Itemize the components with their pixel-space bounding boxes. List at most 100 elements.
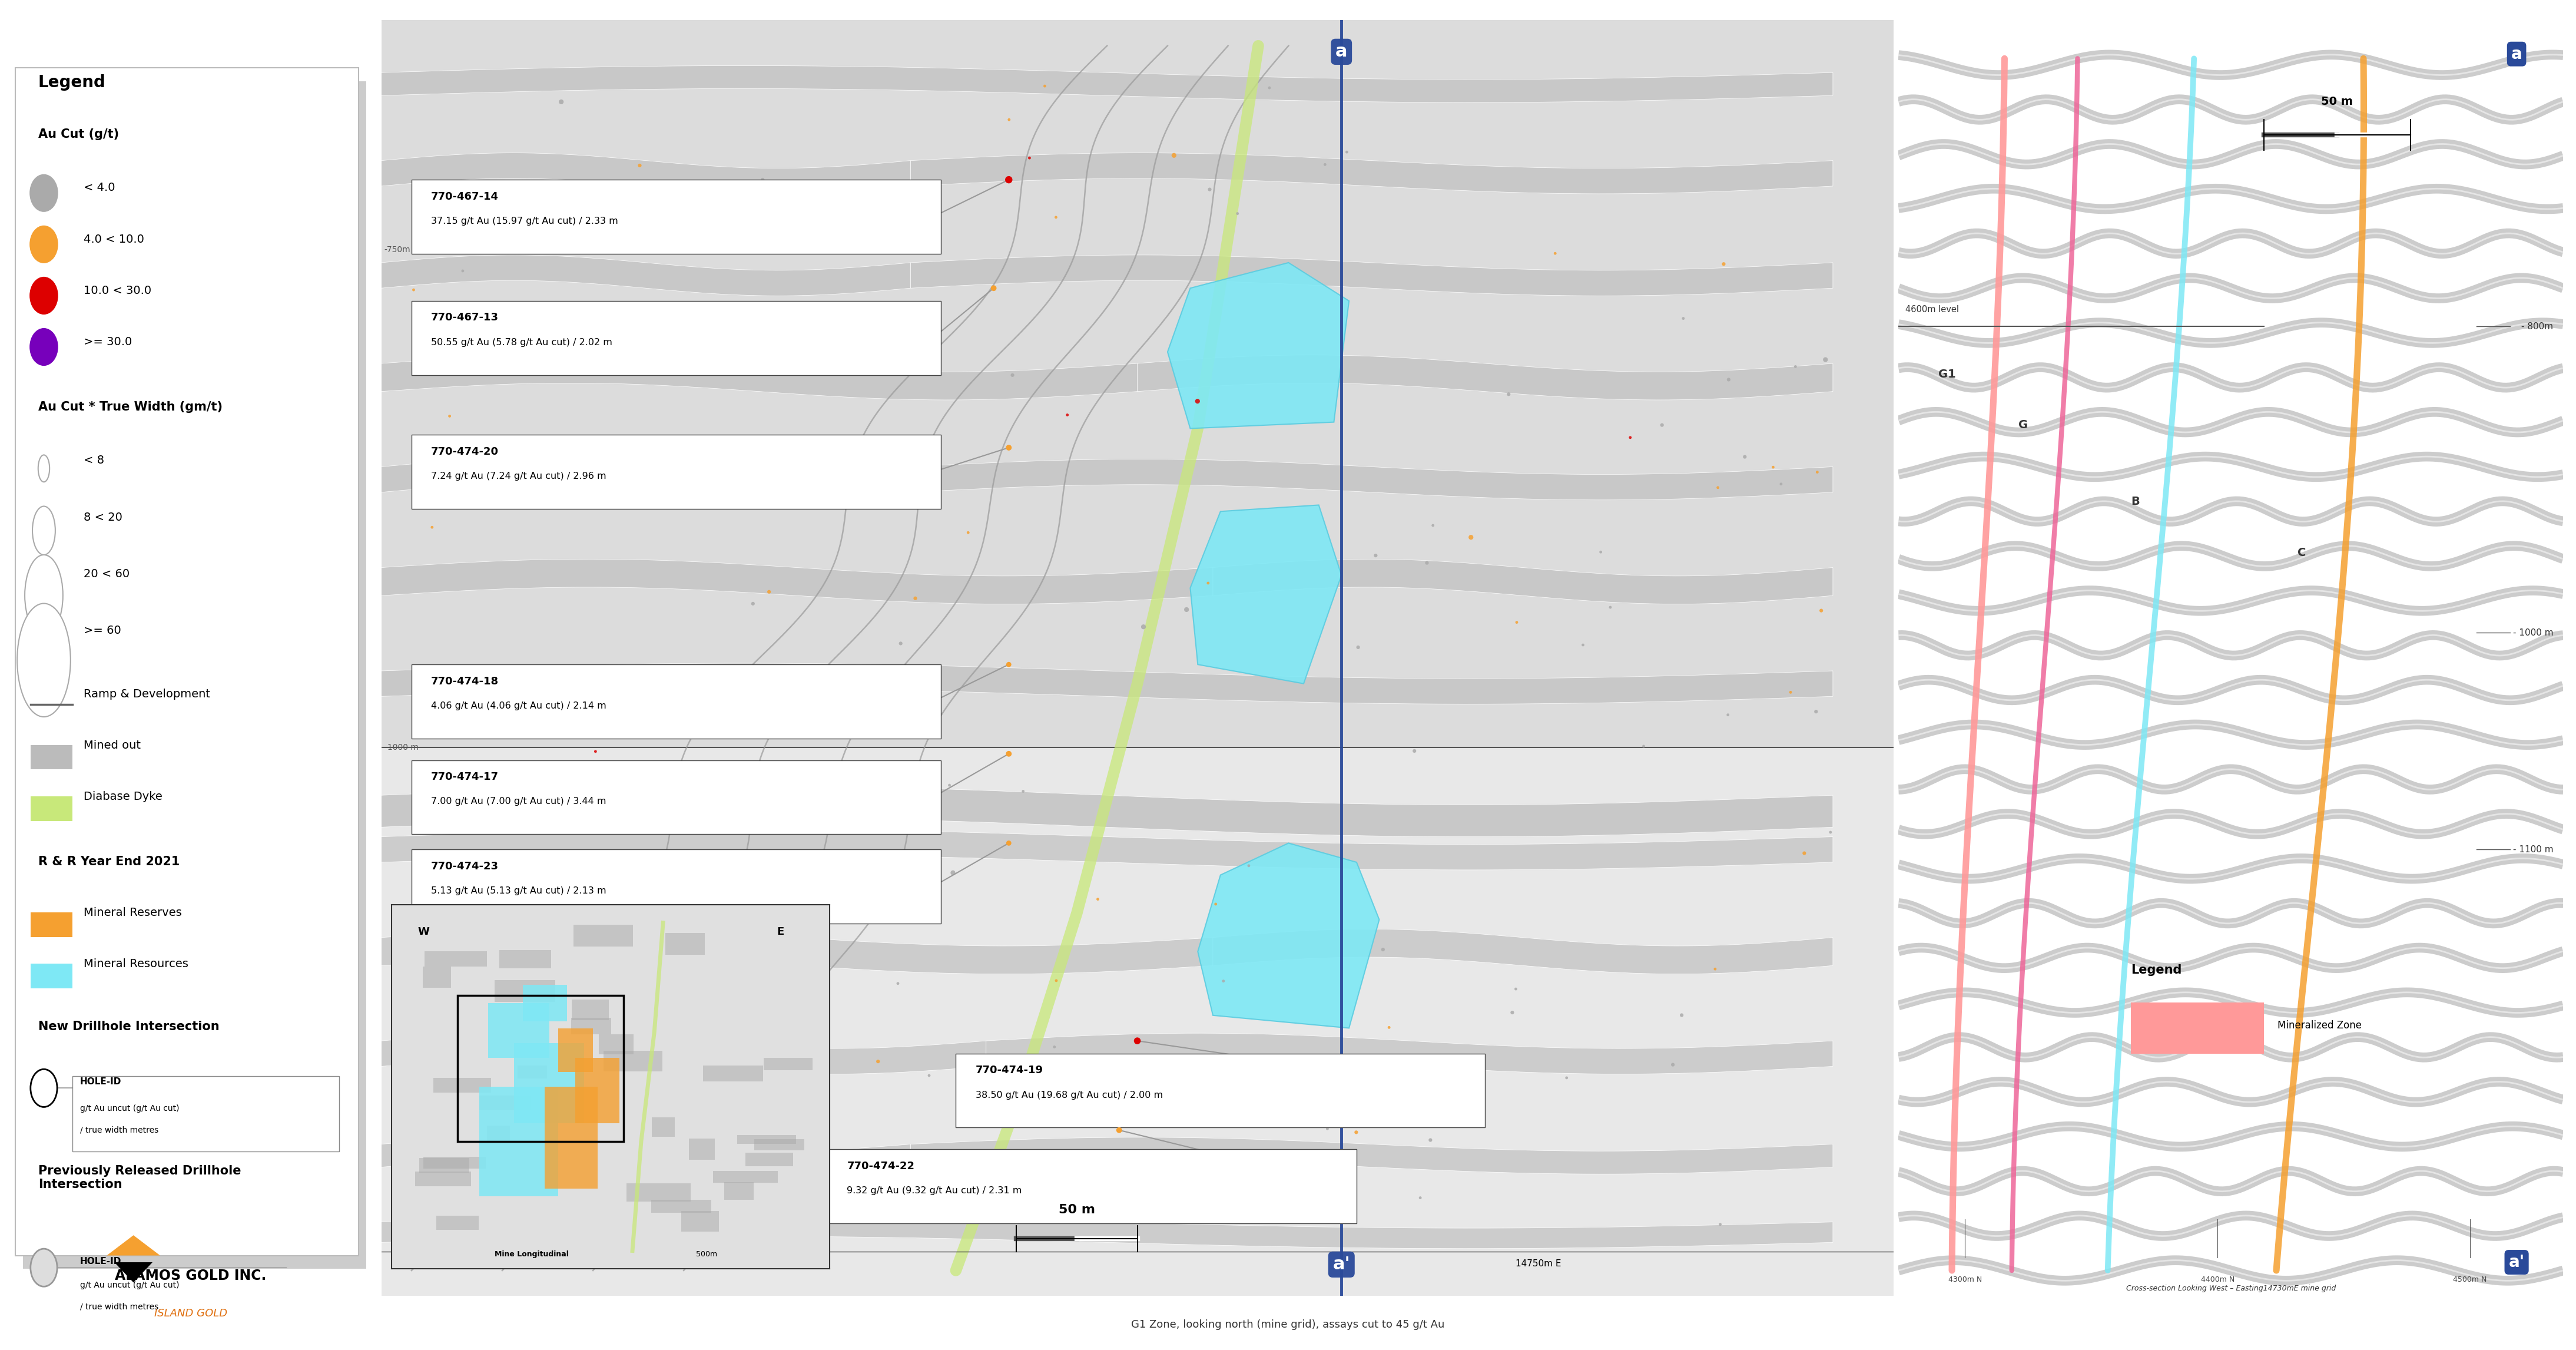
Text: Au Cut * True Width (gm/t): Au Cut * True Width (gm/t) — [39, 401, 222, 413]
Point — [595, 316, 636, 338]
Point — [750, 580, 791, 602]
Text: 8 < 20: 8 < 20 — [85, 512, 124, 522]
Bar — [435, 1216, 479, 1230]
Ellipse shape — [26, 555, 62, 636]
Point — [1752, 456, 1793, 478]
Bar — [744, 1153, 793, 1166]
Text: a': a' — [1332, 1256, 1350, 1273]
FancyBboxPatch shape — [422, 446, 938, 506]
Point — [1806, 348, 1847, 370]
Bar — [737, 1135, 796, 1143]
Text: - 1000 m: - 1000 m — [2512, 628, 2553, 637]
Point — [474, 1099, 515, 1120]
Point — [618, 155, 659, 177]
Point — [600, 425, 641, 447]
Point — [1623, 736, 1664, 757]
Bar — [515, 1044, 585, 1123]
Text: 50.55 g/t Au (5.78 g/t Au cut) / 2.02 m: 50.55 g/t Au (5.78 g/t Au cut) / 2.02 m — [430, 338, 613, 347]
Point — [1399, 1187, 1440, 1208]
Text: Mineral Resources: Mineral Resources — [85, 958, 188, 969]
Text: >= 30.0: >= 30.0 — [85, 336, 131, 347]
Point — [1723, 446, 1765, 467]
Text: Au Cut (g/t): Au Cut (g/t) — [39, 128, 118, 140]
Text: 770-474-19: 770-474-19 — [976, 1065, 1043, 1076]
Point — [974, 277, 1015, 298]
Polygon shape — [909, 1137, 1834, 1175]
Point — [1033, 1037, 1074, 1058]
Point — [585, 960, 626, 981]
Bar — [762, 1058, 811, 1071]
Bar — [665, 933, 706, 954]
Point — [933, 861, 974, 883]
FancyBboxPatch shape — [15, 68, 358, 1256]
Text: g/t Au uncut (g/t Au cut): g/t Au uncut (g/t Au cut) — [80, 1281, 180, 1289]
Point — [1131, 1088, 1172, 1110]
Polygon shape — [381, 66, 1834, 103]
Point — [757, 1108, 799, 1130]
FancyBboxPatch shape — [412, 435, 940, 509]
Text: G: G — [2017, 420, 2027, 431]
Ellipse shape — [33, 506, 54, 555]
Point — [1700, 1214, 1741, 1235]
Point — [1492, 1002, 1533, 1023]
Text: 4.0 < 10.0: 4.0 < 10.0 — [85, 234, 144, 244]
Text: R & R Year End 2021: R & R Year End 2021 — [39, 856, 180, 868]
Text: 4300m N: 4300m N — [1947, 1276, 1981, 1284]
Point — [1708, 705, 1749, 726]
Text: 770-474-18: 770-474-18 — [430, 676, 500, 687]
Text: a: a — [2512, 46, 2522, 62]
Point — [1801, 599, 1842, 621]
Bar — [546, 1087, 598, 1189]
Text: G1 Zone, looking north (mine grid), assays cut to 45 g/t Au: G1 Zone, looking north (mine grid), assa… — [1131, 1319, 1445, 1330]
Point — [989, 109, 1030, 131]
Text: 5.13 g/t Au (5.13 g/t Au cut) / 2.13 m: 5.13 g/t Au (5.13 g/t Au cut) / 2.13 m — [430, 887, 605, 895]
Polygon shape — [381, 255, 909, 296]
Point — [1535, 243, 1577, 265]
Text: >= 60: >= 60 — [85, 625, 121, 636]
Point — [1123, 616, 1164, 637]
Point — [1497, 612, 1538, 633]
Bar — [422, 967, 451, 988]
Text: 500m: 500m — [696, 1250, 719, 1258]
Point — [1327, 142, 1368, 163]
Polygon shape — [381, 786, 1834, 837]
Point — [992, 365, 1033, 386]
Bar — [487, 1003, 549, 1057]
Point — [909, 1065, 951, 1087]
Text: 770-467-13: 770-467-13 — [430, 312, 500, 323]
Text: HOLE-ID: HOLE-ID — [80, 1077, 121, 1087]
Point — [546, 1197, 587, 1219]
Point — [1046, 404, 1087, 425]
Text: 4400m N: 4400m N — [2200, 1276, 2233, 1284]
Bar — [433, 1077, 492, 1092]
Point — [899, 355, 940, 377]
Text: Mineralized Zone: Mineralized Zone — [2277, 1021, 2362, 1031]
Bar — [500, 950, 551, 968]
Point — [948, 522, 989, 544]
Text: g/t Au uncut (g/t Au cut): g/t Au uncut (g/t Au cut) — [80, 1104, 180, 1112]
Text: 770-474-17: 770-474-17 — [430, 772, 500, 782]
Bar — [420, 1158, 469, 1173]
Point — [989, 437, 1030, 459]
Text: 770-474-22: 770-474-22 — [848, 1161, 914, 1172]
Polygon shape — [1213, 559, 1834, 603]
Bar — [381, 748, 1893, 1296]
Point — [737, 724, 778, 745]
Bar — [572, 999, 608, 1021]
Bar — [422, 1157, 487, 1169]
Bar — [574, 925, 634, 946]
Text: Legend: Legend — [39, 74, 106, 90]
Text: 4600m Level: 4600m Level — [804, 717, 878, 728]
Bar — [479, 1087, 559, 1196]
Polygon shape — [381, 929, 1213, 973]
Point — [750, 963, 791, 984]
Ellipse shape — [39, 455, 49, 482]
Point — [1303, 154, 1345, 176]
Point — [515, 302, 556, 324]
Point — [1368, 1017, 1409, 1038]
Point — [608, 1176, 649, 1197]
Text: / true width metres: / true width metres — [80, 1126, 160, 1134]
Bar — [598, 1034, 634, 1054]
Point — [464, 1123, 505, 1145]
Text: E: E — [778, 926, 783, 937]
